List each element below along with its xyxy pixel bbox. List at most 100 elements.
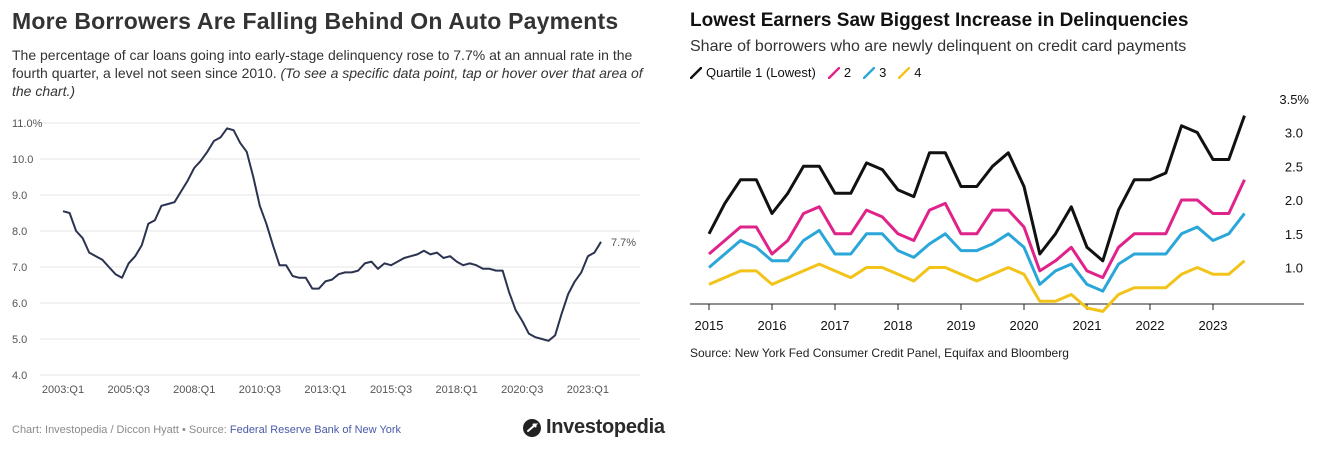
legend-swatch-icon (862, 66, 876, 79)
data-point (354, 267, 362, 275)
description-text: The percentage of car loans going into e… (12, 47, 633, 81)
data-point (590, 249, 598, 257)
x-tick-label: 2003:Q1 (42, 384, 84, 396)
right-chart-subtitle: Share of borrowers who are newly delinqu… (690, 38, 1187, 55)
description-hint: (To see a specific data point, tap or ho… (12, 65, 643, 99)
x-tick-label: 2023:Q1 (567, 384, 609, 396)
data-point (545, 337, 553, 345)
x-tick-label: 2022 (1136, 318, 1165, 333)
brand-name: Investopedia (546, 416, 665, 438)
data-point (256, 202, 264, 210)
right-chart-panel: Lowest Earners Saw Biggest Increase in D… (672, 0, 1336, 460)
data-point (243, 148, 251, 156)
right-chart-source: Source: New York Fed Consumer Credit Pan… (690, 346, 1069, 360)
data-point (249, 173, 257, 181)
data-point (315, 285, 323, 293)
legend-swatch-icon (689, 66, 703, 79)
legend-item: Quartile 1 (Lowest) (689, 65, 816, 80)
data-point (230, 126, 238, 134)
right-chart-title: Lowest Earners Saw Biggest Increase in D… (690, 10, 1189, 31)
y-tick-label: 3.0 (1285, 126, 1303, 141)
data-point (72, 227, 80, 235)
investopedia-logo-icon (522, 418, 542, 438)
data-point (446, 252, 454, 260)
data-point (551, 331, 559, 339)
series-line-quartile-2 (708, 179, 1246, 280)
legend-label: Quartile 1 (Lowest) (706, 65, 816, 80)
data-point (577, 268, 585, 276)
x-tick-label: 2018:Q1 (436, 384, 478, 396)
data-point (184, 177, 192, 185)
left-chart-footer: Chart: Investopedia / Diccon Hyatt • Sou… (12, 424, 401, 436)
end-value-label: 7.7% (611, 237, 636, 249)
data-point (216, 133, 224, 141)
y-tick-label: 8.0 (12, 226, 27, 238)
legend-item: 4 (898, 65, 922, 80)
x-tick-label: 2005:Q3 (108, 384, 150, 396)
legend-label: 4 (914, 65, 922, 80)
y-tick-label: 1.0 (1285, 261, 1303, 276)
data-point (118, 274, 126, 282)
y-tick-label: 2.5 (1285, 159, 1303, 174)
data-point (558, 310, 566, 318)
left-chart-description: The percentage of car loans going into e… (12, 46, 652, 100)
auto-delinquency-line-chart[interactable]: 11.0% 10.0 9.0 8.0 7.0 6.0 5.0 4.0 2003:Q1 2005:Q… (0, 108, 660, 408)
card-delinquency-line-chart[interactable]: 3.5% 3.0 2.5 2.0 1.5 1.0 2015 2016 2017 2018 2019 2… (672, 84, 1336, 342)
data-point (177, 187, 185, 195)
data-point (66, 209, 74, 217)
x-tick-label: 2018 (884, 318, 913, 333)
x-tick-label: 2008:Q1 (173, 384, 215, 396)
series-line-quartile-3 (708, 212, 1246, 293)
footer-credit: Chart: Investopedia / Diccon Hyatt • Sou… (12, 424, 227, 436)
data-point (505, 288, 513, 296)
data-point (151, 216, 159, 224)
x-tick-label: 2010:Q3 (239, 384, 281, 396)
x-tick-label: 2020 (1010, 318, 1039, 333)
data-point (105, 263, 113, 271)
data-point (367, 258, 375, 266)
data-point (79, 234, 87, 242)
data-point (203, 148, 211, 156)
legend-item: 3 (862, 65, 886, 80)
series-line-auto-delinquency (62, 127, 602, 342)
data-point (564, 290, 572, 298)
y-tick-label: 3.5% (1279, 92, 1309, 107)
x-tick-label: 2019 (947, 318, 976, 333)
data-point (512, 306, 520, 314)
data-point (571, 277, 579, 285)
data-point (282, 261, 290, 269)
data-point (499, 267, 507, 275)
data-point (236, 139, 244, 147)
data-point (197, 157, 205, 165)
x-tick-label: 2020:Q3 (501, 384, 543, 396)
legend-swatch-icon (827, 66, 841, 79)
data-point (374, 265, 382, 273)
data-point (302, 274, 310, 282)
x-tick-label: 2021 (1073, 318, 1102, 333)
data-point (433, 249, 441, 257)
investopedia-brand: Investopedia (522, 416, 665, 439)
data-point (131, 252, 139, 260)
series-line-quartile-1 (707, 115, 1246, 263)
y-tick-label: 2.0 (1285, 193, 1303, 208)
left-chart-title: More Borrowers Are Falling Behind On Aut… (12, 8, 619, 34)
x-tick-label: 2017 (821, 318, 850, 333)
data-point (138, 241, 146, 249)
x-tick-label: 2023 (1199, 318, 1228, 333)
y-tick-label: 1.5 (1285, 227, 1303, 242)
y-tick-label: 4.0 (12, 370, 27, 382)
y-tick-label: 6.0 (12, 298, 27, 310)
data-point (518, 317, 526, 325)
data-point (190, 164, 198, 172)
y-tick-label: 10.0 (12, 154, 33, 166)
y-tick-label: 11.0% (12, 118, 43, 130)
data-point (171, 198, 179, 206)
x-tick-label: 2013:Q1 (304, 384, 346, 396)
data-point (597, 238, 605, 246)
chart-legend: Quartile 1 (Lowest) 2 3 4 (689, 65, 922, 80)
data-point (269, 241, 277, 249)
source-link[interactable]: Federal Reserve Bank of New York (229, 424, 402, 436)
y-tick-label: 7.0 (12, 262, 27, 274)
left-chart-panel: More Borrowers Are Falling Behind On Aut… (0, 0, 665, 460)
x-tick-label: 2015:Q3 (370, 384, 412, 396)
